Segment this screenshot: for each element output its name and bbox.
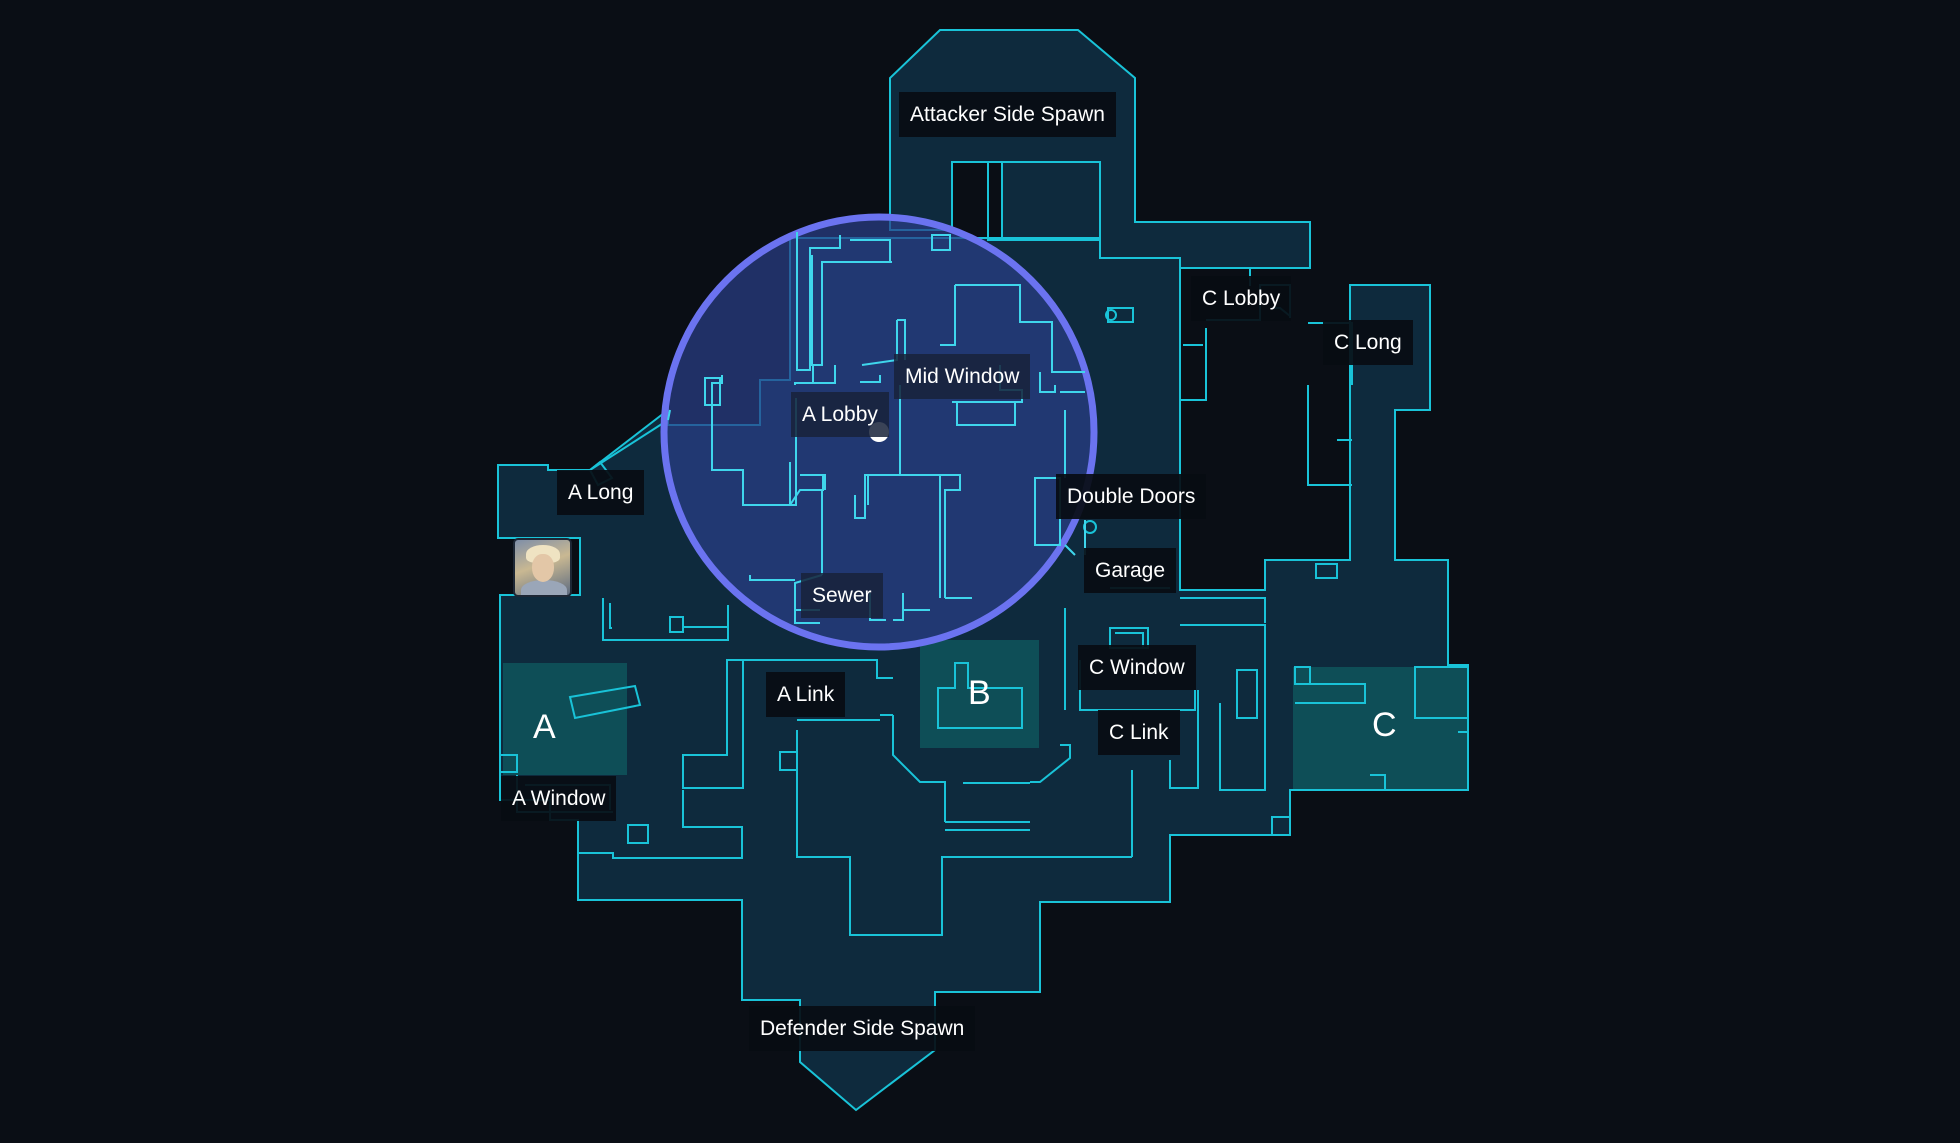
agent-portrait-icon xyxy=(513,538,572,597)
callout-c-lobby: C Lobby xyxy=(1191,276,1292,321)
callout-mid-window: Mid Window xyxy=(894,354,1031,399)
site-b-zone xyxy=(920,640,1039,748)
callout-a-window: A Window xyxy=(501,776,617,821)
callout-attacker-spawn: Attacker Side Spawn xyxy=(899,92,1116,137)
callout-defender-spawn: Defender Side Spawn xyxy=(749,1006,976,1051)
site-c-zone xyxy=(1293,667,1467,789)
site-b-label: B xyxy=(968,674,991,712)
callout-a-lobby: A Lobby xyxy=(791,392,889,437)
callout-c-window: C Window xyxy=(1078,645,1196,690)
callout-a-long: A Long xyxy=(557,470,645,515)
callout-c-link: C Link xyxy=(1098,710,1180,755)
site-a-label: A xyxy=(533,708,556,746)
callout-a-link: A Link xyxy=(766,672,846,717)
callout-double-doors: Double Doors xyxy=(1056,474,1207,519)
site-a-zone xyxy=(503,663,627,775)
callout-sewer: Sewer xyxy=(801,573,883,618)
site-c-label: C xyxy=(1372,706,1397,744)
callout-c-long: C Long xyxy=(1323,320,1413,365)
callout-garage: Garage xyxy=(1084,548,1177,593)
